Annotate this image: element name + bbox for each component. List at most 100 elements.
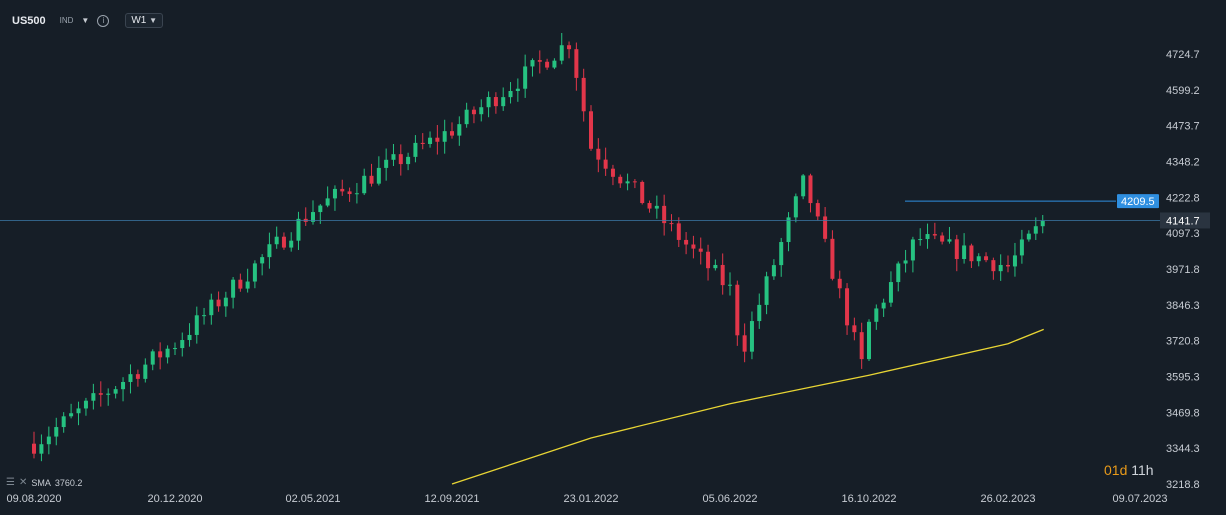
- price-axis[interactable]: 4724.7 4599.2 4473.7 4348.2 4222.8 4097.3 3971…: [1117, 49, 1210, 491]
- candle-body: [435, 137, 440, 142]
- y-tick-label: 3344.3: [1166, 443, 1200, 455]
- timeframe-selector[interactable]: W1 ▼: [125, 13, 164, 28]
- candle-body: [274, 236, 279, 245]
- time-axis[interactable]: 09.08.2020 20.12.2020 02.05.2021 12.09.2021…: [6, 493, 1167, 505]
- candle-body: [180, 340, 185, 349]
- chevron-down-icon[interactable]: ▼: [81, 16, 90, 25]
- candle-body: [91, 393, 96, 401]
- candle-body: [596, 148, 601, 160]
- symbol-label[interactable]: US500: [12, 14, 46, 27]
- candle-body: [530, 60, 535, 67]
- countdown-days: 01d: [1104, 462, 1128, 478]
- x-tick-label: 09.08.2020: [6, 493, 61, 505]
- y-tick-label: 3218.8: [1166, 479, 1200, 491]
- candle-body: [442, 131, 447, 142]
- candle-body: [867, 321, 871, 360]
- candle-body: [54, 427, 59, 437]
- candle-body: [501, 97, 506, 107]
- candle-body: [464, 109, 469, 125]
- candle-body: [603, 159, 608, 169]
- candle-body: [610, 168, 615, 177]
- candle-body: [545, 61, 550, 68]
- current-price-label: 4141.7: [1166, 215, 1200, 227]
- candle-body: [910, 239, 915, 261]
- candle-body: [369, 175, 374, 184]
- candle-body: [61, 416, 66, 428]
- hamburger-icon[interactable]: ☰: [6, 477, 15, 488]
- candle-body: [691, 244, 696, 249]
- y-tick-label: 3846.3: [1166, 300, 1200, 312]
- candle-body: [135, 374, 140, 379]
- candles-group: [32, 33, 1045, 462]
- candle-body: [238, 279, 243, 289]
- candle-body: [202, 315, 207, 317]
- candle-body: [574, 49, 579, 78]
- candle-body: [216, 299, 221, 307]
- candle-body: [398, 154, 403, 165]
- candle-body: [523, 66, 528, 89]
- candle-body: [471, 109, 476, 115]
- x-tick-label: 16.10.2022: [841, 493, 896, 505]
- candle-countdown: 01d 11h: [1104, 462, 1154, 478]
- sma-line: [451, 328, 1044, 485]
- candle-body: [493, 97, 498, 107]
- candle-body: [888, 282, 893, 303]
- candle-body: [932, 234, 937, 236]
- x-tick-label: 09.07.2023: [1112, 493, 1167, 505]
- close-icon[interactable]: ✕: [18, 477, 28, 488]
- candle-body: [954, 239, 959, 260]
- indicator-name: SMA: [31, 477, 51, 488]
- candle-body: [384, 159, 389, 168]
- indicator-value: 3760.2: [54, 477, 83, 488]
- candle-body: [537, 60, 542, 62]
- candle-body: [881, 302, 886, 309]
- x-tick-label: 02.05.2021: [285, 493, 340, 505]
- y-tick-label: 4473.7: [1166, 121, 1200, 133]
- info-icon[interactable]: i: [97, 14, 110, 27]
- candle-body: [391, 154, 396, 160]
- candle-body: [559, 45, 564, 61]
- y-tick-label: 4348.2: [1166, 157, 1200, 169]
- candle-body: [771, 265, 776, 277]
- candle-body: [267, 244, 272, 258]
- resistance-price-badge: [1117, 194, 1159, 209]
- candle-body: [311, 212, 315, 222]
- chevron-down-icon: ▼: [149, 16, 158, 25]
- candle-body: [158, 351, 163, 358]
- candle-body: [684, 239, 689, 245]
- candle-body: [969, 245, 974, 262]
- candle-body: [479, 107, 484, 115]
- candle-body: [749, 321, 754, 352]
- candle-body: [362, 175, 367, 194]
- y-tick-label: 4222.8: [1166, 192, 1200, 204]
- candle-body: [486, 97, 491, 108]
- candle-body: [845, 288, 850, 326]
- candle-body: [903, 260, 908, 264]
- current-price-badge: [1160, 212, 1210, 229]
- candle-body: [223, 297, 228, 307]
- resistance-price-label: 4209.5: [1121, 196, 1155, 208]
- timeframe-label: W1: [131, 15, 147, 26]
- candle-body: [1033, 226, 1038, 234]
- candle-body: [669, 223, 674, 225]
- y-tick-label: 4724.7: [1166, 49, 1200, 61]
- candle-body: [625, 181, 630, 184]
- candle-body: [757, 304, 762, 322]
- candle-body: [713, 264, 718, 269]
- candle-body: [676, 223, 681, 240]
- candle-body: [318, 205, 323, 213]
- candle-body: [508, 90, 513, 98]
- candle-body: [662, 205, 667, 224]
- candle-body: [121, 381, 126, 390]
- instrument-type-label: IND: [59, 16, 74, 25]
- candle-body: [698, 248, 703, 252]
- chart-toolbar: US500 IND ▼ i W1 ▼: [12, 13, 164, 28]
- candle-body: [874, 308, 879, 322]
- x-tick-label: 23.01.2022: [563, 493, 618, 505]
- y-tick-label: 3595.3: [1166, 371, 1200, 383]
- candle-body: [194, 315, 199, 335]
- candle-body: [325, 198, 330, 206]
- candle-body: [581, 77, 586, 112]
- candle-body: [1006, 264, 1010, 267]
